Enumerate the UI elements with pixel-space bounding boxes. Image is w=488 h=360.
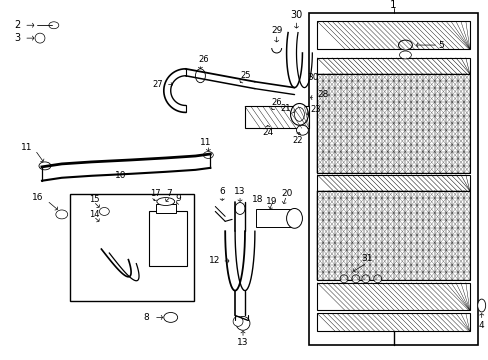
Bar xyxy=(70,194,194,301)
Text: 2: 2 xyxy=(14,20,20,30)
Ellipse shape xyxy=(296,125,308,135)
Text: 26: 26 xyxy=(198,55,209,64)
Text: 8: 8 xyxy=(143,313,148,322)
Text: 13: 13 xyxy=(234,187,245,196)
Bar xyxy=(317,74,469,173)
Bar xyxy=(317,283,469,310)
Circle shape xyxy=(373,275,381,283)
Ellipse shape xyxy=(49,22,59,29)
Text: 30: 30 xyxy=(307,73,318,82)
Text: 24: 24 xyxy=(262,128,273,137)
Text: 18: 18 xyxy=(252,195,263,204)
Text: 26: 26 xyxy=(271,98,282,107)
Bar xyxy=(255,210,295,227)
Text: 12: 12 xyxy=(208,256,220,265)
Ellipse shape xyxy=(163,312,177,322)
Text: 23: 23 xyxy=(310,105,320,114)
Text: 11: 11 xyxy=(199,138,211,147)
Text: 17: 17 xyxy=(150,189,161,198)
Ellipse shape xyxy=(39,162,51,170)
Circle shape xyxy=(233,316,243,326)
Text: 25: 25 xyxy=(240,71,250,80)
Ellipse shape xyxy=(398,40,411,50)
Text: 19: 19 xyxy=(265,197,277,206)
Text: 7: 7 xyxy=(165,189,171,198)
Bar xyxy=(309,13,477,345)
Ellipse shape xyxy=(203,152,213,158)
Text: 29: 29 xyxy=(270,26,282,35)
Ellipse shape xyxy=(294,107,304,121)
Ellipse shape xyxy=(157,198,174,206)
Ellipse shape xyxy=(286,208,302,228)
Bar xyxy=(317,21,469,49)
Ellipse shape xyxy=(290,103,308,125)
Text: 21: 21 xyxy=(280,104,290,113)
Text: 1: 1 xyxy=(389,0,396,10)
Ellipse shape xyxy=(195,69,205,83)
Text: 15: 15 xyxy=(89,195,100,204)
Circle shape xyxy=(236,316,249,330)
Text: 14: 14 xyxy=(89,210,100,219)
Text: 22: 22 xyxy=(292,136,302,145)
Text: 31: 31 xyxy=(360,255,372,264)
Bar xyxy=(317,175,469,191)
Text: 28: 28 xyxy=(317,90,328,99)
Bar xyxy=(317,314,469,331)
Text: 13: 13 xyxy=(237,338,248,347)
Ellipse shape xyxy=(399,51,410,59)
Text: 10: 10 xyxy=(115,171,127,180)
Text: 27: 27 xyxy=(152,80,163,89)
Ellipse shape xyxy=(99,207,109,215)
Bar xyxy=(317,191,469,280)
Ellipse shape xyxy=(56,210,67,219)
Text: 6: 6 xyxy=(219,187,224,196)
Text: 4: 4 xyxy=(478,321,484,330)
Text: 16: 16 xyxy=(32,193,43,202)
Ellipse shape xyxy=(235,203,244,215)
Text: 5: 5 xyxy=(437,41,443,50)
Ellipse shape xyxy=(262,108,272,122)
Bar xyxy=(317,58,469,74)
Circle shape xyxy=(339,275,347,283)
Text: 30: 30 xyxy=(290,10,302,21)
Bar xyxy=(244,107,309,128)
Bar xyxy=(149,211,186,266)
Ellipse shape xyxy=(477,299,485,312)
Text: 9: 9 xyxy=(175,194,181,203)
Bar xyxy=(156,203,175,213)
Circle shape xyxy=(35,33,45,43)
Text: 20: 20 xyxy=(280,189,292,198)
Circle shape xyxy=(351,275,359,283)
Text: 11: 11 xyxy=(21,143,33,152)
Text: 3: 3 xyxy=(14,33,20,43)
Circle shape xyxy=(361,275,369,283)
